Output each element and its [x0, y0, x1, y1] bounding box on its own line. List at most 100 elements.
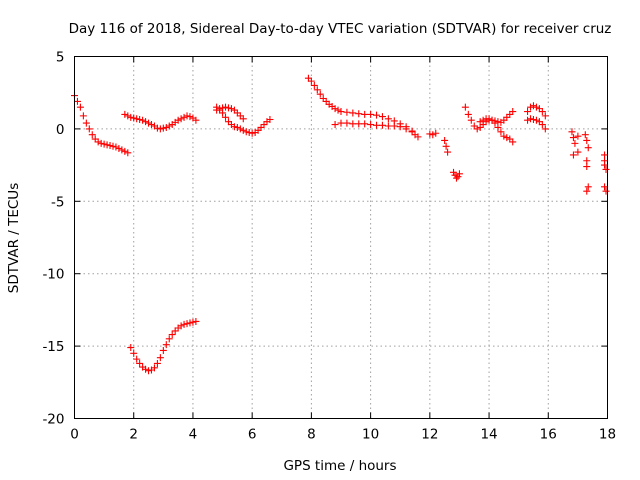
y-tick-label: 5 — [56, 50, 65, 66]
data-point — [85, 125, 93, 133]
data-point — [378, 113, 386, 121]
data-point — [106, 142, 114, 150]
data-point — [384, 115, 392, 123]
data-point — [242, 128, 250, 136]
data-point — [316, 90, 324, 98]
data-point — [192, 317, 200, 325]
data-point — [343, 119, 351, 127]
data-point — [464, 110, 472, 118]
data-point — [222, 113, 230, 121]
data-point — [500, 116, 508, 124]
data-point — [452, 174, 460, 182]
data-point — [450, 168, 458, 176]
x-axis-label: GPS time / hours — [283, 458, 396, 474]
data-point — [529, 115, 537, 123]
data-point — [156, 354, 164, 362]
data-point — [337, 119, 345, 127]
data-point — [503, 134, 511, 142]
data-point — [319, 94, 327, 102]
data-point — [177, 115, 185, 123]
data-point — [130, 114, 138, 122]
data-point — [476, 118, 484, 126]
data-point — [454, 173, 462, 181]
series-arc-9 — [441, 136, 452, 156]
data-point — [488, 116, 496, 124]
data-point — [373, 111, 381, 119]
data-point — [441, 136, 449, 144]
data-point — [145, 119, 153, 127]
data-point — [479, 116, 487, 124]
data-point — [236, 112, 244, 120]
series-arc-15 — [568, 128, 579, 159]
data-point — [378, 121, 386, 129]
data-point — [127, 113, 135, 121]
series-arc-16 — [581, 131, 592, 195]
data-point — [189, 318, 197, 326]
data-point — [503, 113, 511, 121]
x-tick-label: 0 — [70, 427, 79, 443]
data-point — [601, 183, 609, 191]
data-point — [331, 121, 339, 129]
y-tick-label: -10 — [42, 267, 64, 283]
data-point — [254, 126, 262, 134]
data-point — [124, 149, 132, 157]
data-point — [171, 327, 179, 335]
data-point — [343, 108, 351, 116]
series-arc-5 — [213, 103, 247, 123]
data-point — [79, 112, 87, 120]
data-point — [402, 125, 410, 133]
series-arc-19 — [601, 151, 610, 195]
data-point — [153, 124, 161, 132]
data-point — [165, 335, 173, 343]
data-point — [470, 122, 478, 130]
data-point — [541, 112, 549, 120]
data-point — [236, 125, 244, 133]
data-point — [224, 118, 232, 126]
data-point — [239, 126, 247, 134]
data-point — [355, 120, 363, 128]
data-point — [118, 146, 126, 154]
data-point — [524, 108, 532, 116]
y-tick-label: -20 — [42, 412, 64, 428]
data-point — [601, 161, 609, 169]
data-point — [473, 125, 481, 133]
data-point — [162, 341, 170, 349]
data-point — [147, 121, 155, 129]
x-tick-label: 2 — [129, 427, 138, 443]
data-point — [602, 165, 610, 173]
x-tick-label: 6 — [248, 427, 257, 443]
x-tick-label: 18 — [599, 427, 616, 443]
data-point — [304, 74, 312, 82]
y-tick-label: -5 — [51, 194, 64, 210]
data-point — [97, 139, 105, 147]
data-point — [541, 125, 549, 133]
data-point — [571, 139, 579, 147]
data-point — [159, 346, 167, 354]
series-arc-17 — [574, 132, 582, 140]
series-arc-14 — [524, 115, 549, 133]
data-point — [183, 320, 191, 328]
data-point — [602, 187, 610, 195]
data-point — [213, 106, 221, 114]
data-point — [349, 120, 357, 128]
data-point — [183, 112, 191, 120]
data-point — [569, 151, 577, 159]
data-point — [349, 109, 357, 117]
data-point — [408, 128, 416, 136]
data-point — [109, 142, 117, 150]
series-arc-2 — [121, 110, 200, 133]
data-point — [76, 103, 84, 111]
data-point — [248, 129, 256, 137]
data-point — [322, 97, 330, 105]
data-point — [538, 108, 546, 116]
data-point — [186, 113, 194, 121]
series-arc-13 — [524, 102, 549, 120]
data-point — [411, 131, 419, 139]
data-point — [233, 109, 241, 117]
data-point — [509, 108, 517, 116]
series-arc-12 — [476, 115, 517, 146]
data-point — [153, 359, 161, 367]
data-point — [310, 81, 318, 89]
data-point — [367, 121, 375, 129]
